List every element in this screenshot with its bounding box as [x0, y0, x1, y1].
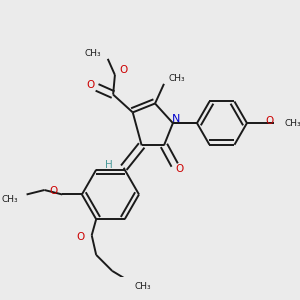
- Text: O: O: [119, 65, 128, 76]
- Text: CH₃: CH₃: [284, 118, 300, 127]
- Text: O: O: [87, 80, 95, 90]
- Text: CH₃: CH₃: [1, 195, 18, 204]
- Text: O: O: [76, 232, 85, 242]
- Text: O: O: [50, 186, 58, 196]
- Text: H: H: [105, 160, 113, 170]
- Text: CH₃: CH₃: [134, 283, 151, 292]
- Text: CH₃: CH₃: [168, 74, 185, 83]
- Text: O: O: [266, 116, 274, 126]
- Text: CH₃: CH₃: [84, 49, 101, 58]
- Text: N: N: [171, 114, 180, 124]
- Text: O: O: [175, 164, 183, 175]
